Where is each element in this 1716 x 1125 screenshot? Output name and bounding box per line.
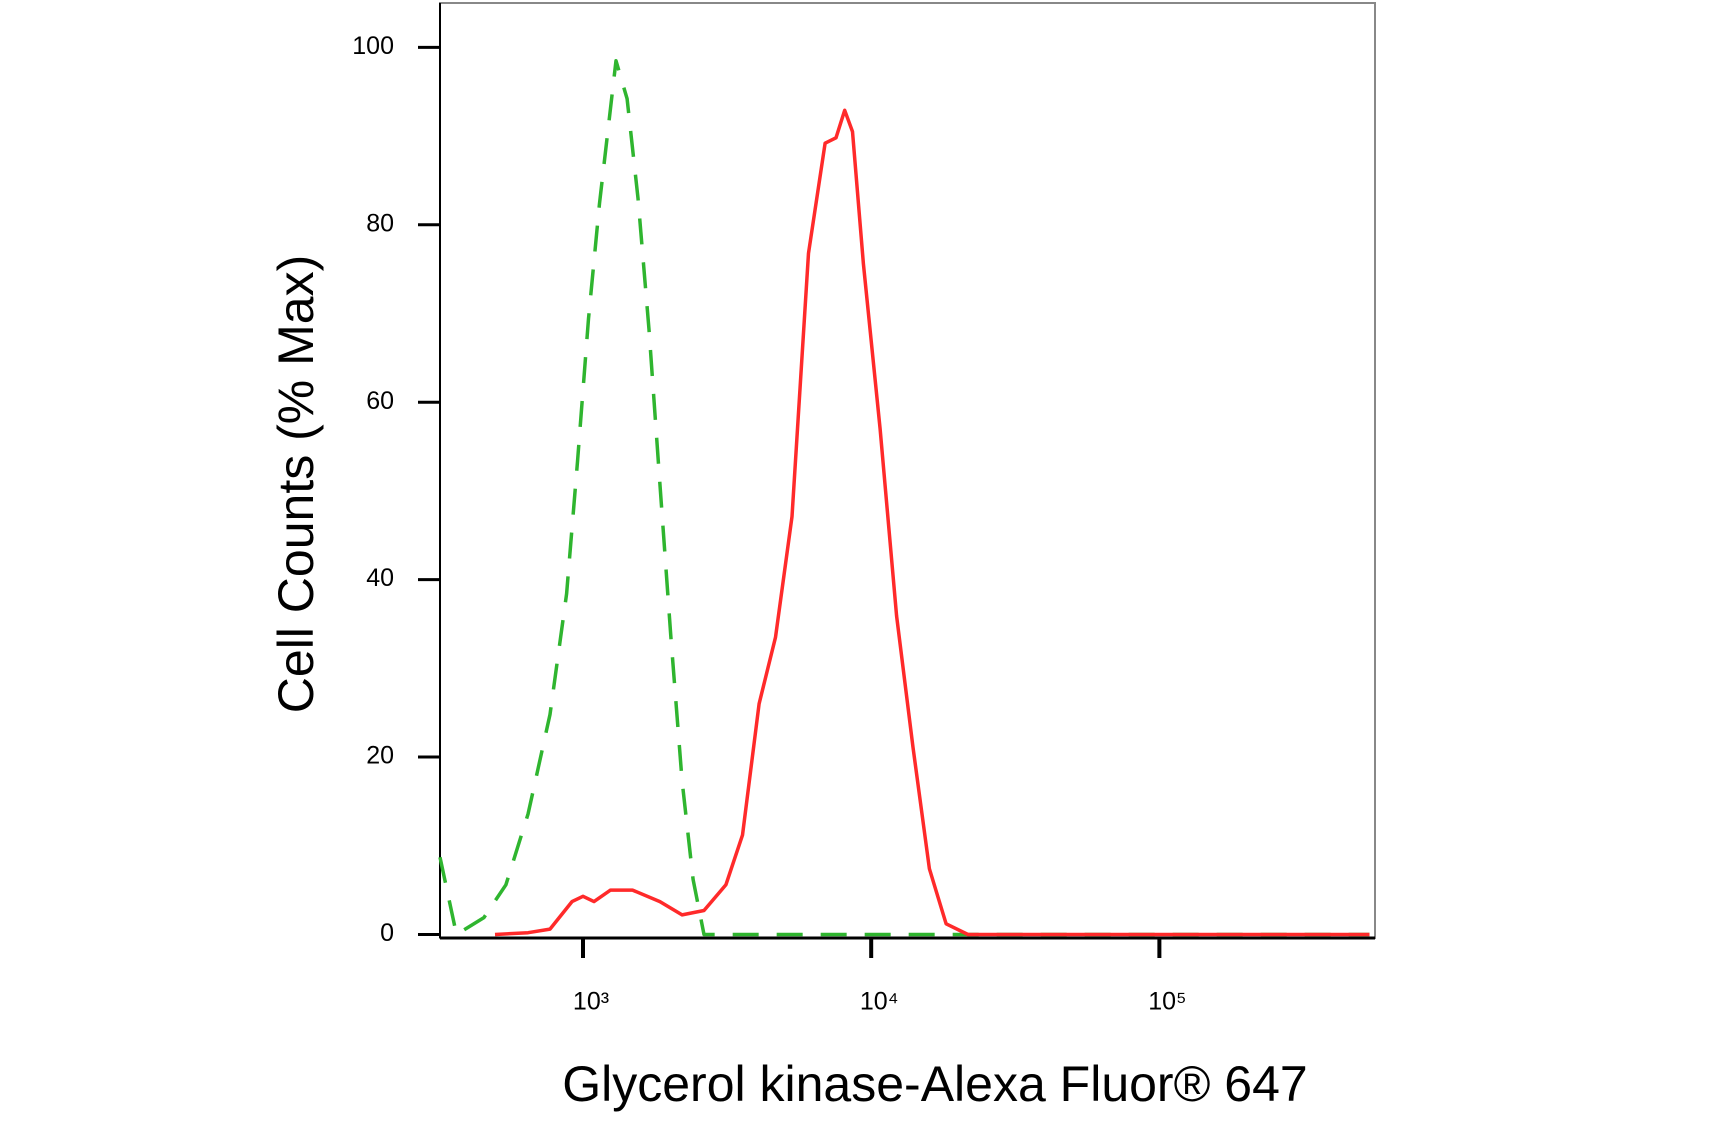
plot-frame xyxy=(439,2,1376,939)
series-line xyxy=(494,108,1370,937)
y-axis-title: Cell Counts (% Max) xyxy=(268,255,324,713)
y-tick-label: 100 xyxy=(352,32,394,60)
x-tick-label: 10³ xyxy=(573,988,609,1016)
x-tick-label: 10⁵ xyxy=(1148,988,1186,1016)
x-axis-title: Glycerol kinase-Alexa Fluor® 647 xyxy=(562,1056,1307,1112)
y-tick-label: 20 xyxy=(366,742,394,770)
y-tick-label: 40 xyxy=(366,564,394,592)
y-tick-label: 60 xyxy=(366,387,394,415)
y-tick-label: 80 xyxy=(366,209,394,237)
x-tick-label: 10⁴ xyxy=(860,988,899,1016)
y-tick-label: 0 xyxy=(380,919,394,947)
series-line xyxy=(438,58,1370,937)
